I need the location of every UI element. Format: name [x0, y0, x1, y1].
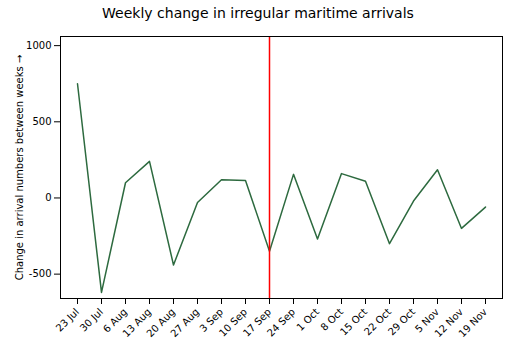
svg-text:3 Sep: 3 Sep — [197, 306, 226, 335]
svg-text:29 Oct: 29 Oct — [386, 306, 417, 337]
svg-text:22 Oct: 22 Oct — [361, 306, 394, 338]
html-text:Weekly change in irregular mar: Weekly change in irregular maritime arri… — [102, 5, 414, 21]
svg-text:23 Jul: 23 Jul — [54, 306, 82, 334]
svg-text:20 Aug: 20 Aug — [144, 306, 178, 340]
svg-text:0: 0 — [45, 192, 51, 203]
svg-text:24 Sep: 24 Sep — [265, 306, 297, 338]
svg-text:500: 500 — [32, 116, 51, 127]
svg-text:19 Nov: 19 Nov — [456, 306, 489, 339]
svg-text:12 Nov: 12 Nov — [432, 306, 466, 340]
svg-text:13 Aug: 13 Aug — [120, 306, 154, 340]
svg-text:30 Jul: 30 Jul — [78, 306, 106, 334]
svg-text:1 Oct: 1 Oct — [294, 306, 321, 333]
svg-text:5 Nov: 5 Nov — [412, 306, 442, 335]
svg-text:15 Oct: 15 Oct — [337, 306, 370, 338]
svg-text:-500: -500 — [29, 268, 52, 279]
svg-text:10 Sep: 10 Sep — [216, 306, 250, 339]
svg-text:17 Sep: 17 Sep — [240, 306, 274, 339]
svg-text:1000: 1000 — [26, 40, 51, 51]
svg-text:27 Aug: 27 Aug — [168, 306, 201, 339]
svg-text:8 Oct: 8 Oct — [318, 306, 346, 333]
svg-text:6 Aug: 6 Aug — [100, 306, 130, 335]
svg-text:Change in arrival numbers betw: Change in arrival numbers between weeks … — [14, 55, 25, 281]
